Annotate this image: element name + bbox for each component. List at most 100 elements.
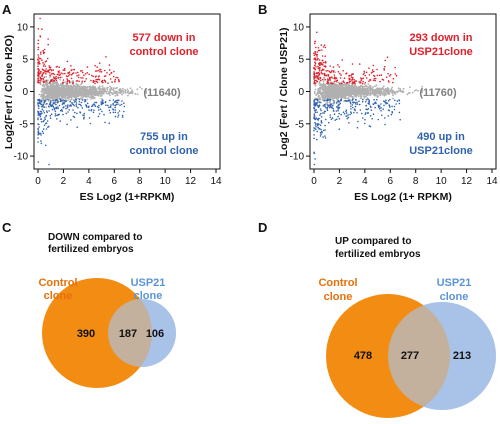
up-point — [73, 99, 75, 101]
down-point — [372, 70, 375, 73]
neutral-point — [341, 88, 343, 90]
up-point — [37, 117, 39, 119]
up-point — [314, 104, 317, 107]
up-point — [46, 111, 48, 114]
neutral-point — [342, 94, 345, 96]
down-point — [348, 74, 351, 77]
up-point — [54, 99, 57, 102]
down-point — [313, 42, 316, 45]
neutral-point — [86, 98, 89, 101]
up-point — [115, 99, 118, 102]
plot-a-ylabel: Log2(Fert / Clone H2O) — [3, 35, 15, 149]
down-point — [323, 74, 326, 77]
up-point — [108, 109, 111, 112]
neutral-point — [328, 101, 331, 104]
up-point — [39, 132, 42, 135]
panel-c: C DOWN compared to fertilized embryos Co… — [2, 220, 176, 388]
neutral-point — [413, 89, 416, 92]
down-point — [39, 35, 41, 37]
neutral-point — [367, 90, 369, 93]
neutral-point — [327, 86, 330, 89]
down-point — [70, 77, 73, 80]
neutral-point — [73, 96, 76, 99]
up-point — [315, 102, 318, 105]
down-point — [76, 75, 78, 77]
down-point — [38, 57, 41, 60]
up-point — [39, 114, 42, 116]
up-point — [73, 101, 76, 103]
neutral-point — [139, 86, 142, 89]
neutral-point — [326, 97, 329, 99]
down-point — [394, 66, 397, 69]
up-point — [42, 132, 45, 134]
up-point — [326, 104, 329, 106]
neutral-point — [384, 90, 387, 92]
neutral-point — [41, 91, 44, 94]
up-point — [49, 114, 52, 117]
neutral-point — [100, 97, 103, 100]
neutral-point — [348, 93, 351, 96]
neutral-point — [377, 93, 380, 95]
up-point — [390, 113, 393, 116]
neutral-point — [334, 71, 337, 74]
up-point — [320, 128, 322, 131]
down-point — [351, 73, 353, 76]
neutral-point — [74, 88, 77, 90]
neutral-point — [112, 89, 115, 92]
neutral-point — [77, 92, 80, 95]
neutral-point — [376, 96, 379, 98]
venn-d-right-only-count: 213 — [453, 350, 471, 362]
up-point — [43, 119, 45, 122]
up-point — [56, 114, 58, 117]
neutral-point — [127, 94, 129, 97]
down-point — [361, 78, 363, 80]
up-point — [316, 111, 318, 113]
down-point — [42, 61, 44, 64]
down-point — [325, 70, 328, 72]
neutral-point — [45, 91, 48, 93]
up-point — [314, 111, 317, 114]
up-point — [46, 102, 48, 105]
neutral-point — [50, 91, 52, 93]
x-tick-label: 2 — [61, 176, 67, 187]
down-point — [56, 65, 59, 68]
up-point — [39, 115, 42, 118]
neutral-point — [360, 95, 363, 98]
neutral-point — [386, 91, 389, 94]
up-point — [76, 126, 78, 128]
up-point — [44, 100, 47, 102]
down-point — [37, 56, 40, 58]
down-point — [37, 42, 39, 45]
down-point — [115, 76, 117, 79]
down-point — [37, 54, 39, 56]
neutral-point — [116, 94, 119, 97]
plot-b-up-line1: 490 up in — [417, 131, 465, 143]
neutral-point — [319, 84, 321, 87]
neutral-point — [328, 83, 331, 86]
up-point — [112, 108, 114, 110]
up-point — [316, 118, 319, 121]
neutral-point — [326, 95, 329, 97]
neutral-point — [392, 94, 394, 97]
neutral-point — [55, 87, 58, 90]
down-point — [48, 65, 51, 67]
up-point — [55, 106, 58, 109]
up-point — [345, 112, 348, 114]
up-point — [317, 126, 319, 129]
down-point — [374, 79, 377, 82]
up-point — [345, 99, 347, 102]
neutral-point — [329, 86, 332, 88]
up-point — [88, 117, 91, 119]
up-point — [324, 105, 326, 107]
neutral-point — [99, 95, 102, 97]
neutral-point — [90, 98, 92, 100]
up-point — [365, 104, 368, 107]
neutral-point — [126, 88, 129, 91]
up-point — [382, 108, 385, 110]
neutral-point — [46, 94, 48, 97]
neutral-point — [129, 91, 132, 94]
up-point — [112, 111, 115, 114]
up-point — [37, 105, 40, 107]
down-point — [329, 65, 332, 67]
neutral-point — [382, 85, 385, 88]
